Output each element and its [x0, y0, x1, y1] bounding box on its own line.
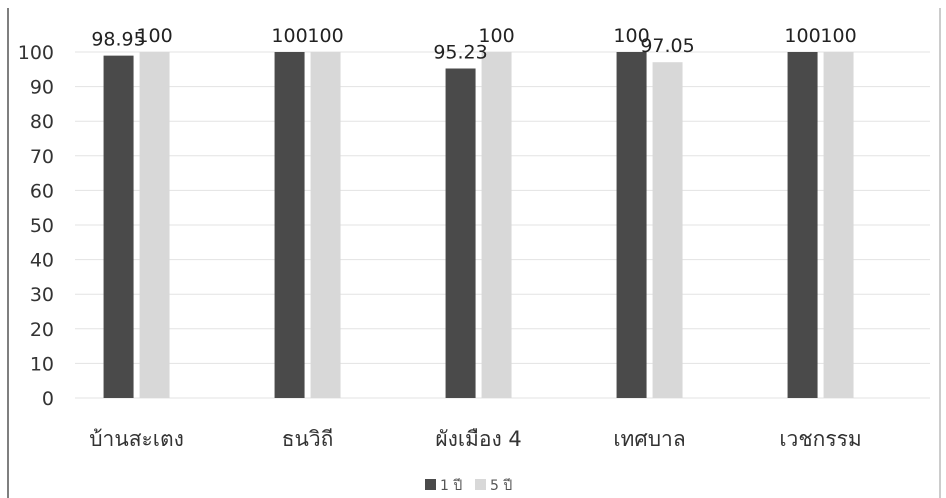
- bar-value-label: 100: [271, 25, 307, 47]
- category-label: เทศบาล: [613, 427, 685, 451]
- category-labels: บ้านสะเตง ธนวิถี ผังเมือง 4 เทศบาล เวชกรรม: [89, 427, 862, 451]
- bar: [139, 52, 170, 398]
- bar-value-label: 100: [136, 25, 172, 47]
- bar-value-label: 100: [784, 25, 820, 47]
- y-tick-label: 60: [30, 180, 54, 202]
- y-tick-label: 100: [18, 42, 54, 64]
- bar: [652, 62, 683, 398]
- y-tick-label: 20: [30, 319, 54, 341]
- category-label: บ้านสะเตง: [89, 427, 184, 451]
- y-tick-label: 50: [30, 215, 54, 237]
- legend-label: 5 ปี: [490, 478, 512, 494]
- legend-label: 1 ปี: [440, 478, 462, 494]
- bar-value-label: 97.05: [640, 35, 694, 57]
- bar: [616, 52, 647, 398]
- y-tick-label: 10: [30, 353, 54, 375]
- legend-swatch: [475, 479, 486, 490]
- y-axis-ticks: 0 10 20 30 40 50 60 70 80 90 100: [18, 42, 54, 410]
- bar: [445, 68, 476, 398]
- y-tick-label: 0: [42, 388, 54, 410]
- bar: [310, 52, 341, 398]
- bar: [274, 52, 305, 398]
- bar: [787, 52, 818, 398]
- category-label: ธนวิถี: [282, 427, 334, 451]
- bar-value-label: 100: [307, 25, 343, 47]
- y-tick-label: 70: [30, 146, 54, 168]
- bar: [823, 52, 854, 398]
- legend-swatch: [425, 479, 436, 490]
- y-tick-label: 30: [30, 284, 54, 306]
- category-label: เวชกรรม: [779, 427, 861, 451]
- bar-value-label: 100: [820, 25, 856, 47]
- y-tick-label: 90: [30, 77, 54, 99]
- bar-value-label: 100: [613, 25, 649, 47]
- bar: [103, 55, 134, 399]
- bar: [481, 52, 512, 398]
- category-label: ผังเมือง 4: [435, 427, 521, 451]
- bars: [103, 52, 854, 399]
- legend: 1 ปี 5 ปี: [425, 478, 512, 494]
- y-tick-label: 80: [30, 111, 54, 133]
- bar-value-label: 100: [478, 25, 514, 47]
- bar-value-label: 98.95: [91, 29, 145, 51]
- bar-value-label: 95.23: [433, 42, 487, 64]
- y-tick-label: 40: [30, 250, 54, 272]
